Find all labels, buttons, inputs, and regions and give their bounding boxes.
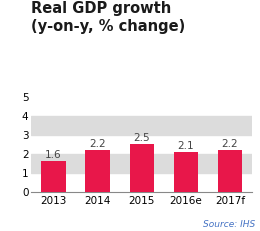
Text: 2.2: 2.2 bbox=[89, 139, 106, 149]
Bar bbox=[41, 161, 66, 192]
Bar bbox=[31, 116, 252, 135]
Text: 2.2: 2.2 bbox=[222, 139, 238, 149]
Text: 2.5: 2.5 bbox=[133, 133, 150, 143]
Text: Source: IHS: Source: IHS bbox=[203, 220, 255, 229]
Bar bbox=[129, 144, 154, 192]
Bar bbox=[174, 152, 198, 192]
Text: 2.1: 2.1 bbox=[178, 141, 194, 151]
Text: 1.6: 1.6 bbox=[45, 150, 62, 160]
Bar bbox=[31, 154, 252, 173]
Bar bbox=[218, 150, 242, 192]
Bar bbox=[85, 150, 110, 192]
Text: Real GDP growth
(y-on-y, % change): Real GDP growth (y-on-y, % change) bbox=[31, 1, 185, 34]
